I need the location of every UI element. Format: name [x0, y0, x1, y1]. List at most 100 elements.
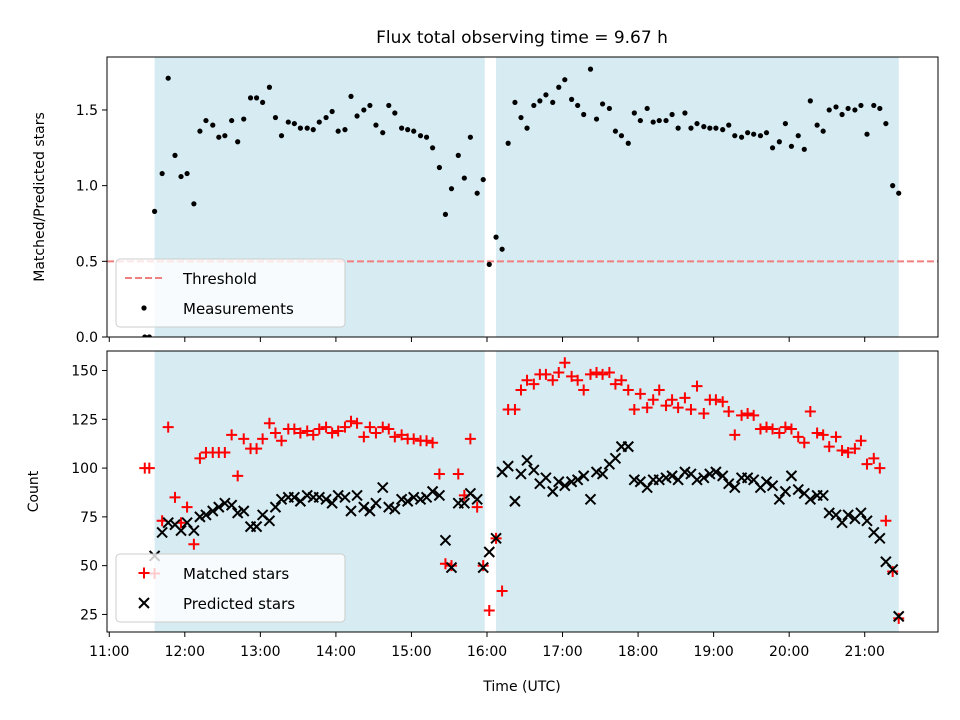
data-point	[634, 388, 646, 400]
data-point	[377, 421, 389, 433]
data-point	[723, 405, 735, 417]
data-point	[260, 99, 266, 106]
data-point	[779, 485, 792, 498]
data-point	[442, 211, 449, 218]
data-point	[577, 470, 590, 482]
observing-window-shade	[496, 351, 899, 632]
data-point	[550, 99, 556, 106]
data-point	[562, 77, 568, 83]
data-point	[669, 111, 675, 118]
data-point	[512, 99, 518, 106]
legend-label: Predicted stars	[183, 595, 295, 613]
data-point	[427, 437, 439, 449]
data-point	[852, 107, 858, 113]
data-point	[216, 134, 222, 140]
data-point	[833, 104, 839, 110]
data-point	[644, 105, 650, 112]
data-point	[606, 105, 612, 112]
data-point	[159, 170, 165, 177]
y-tick-label: 1.5	[76, 103, 98, 119]
x-tick-label: 20:00	[769, 644, 809, 660]
data-point	[596, 468, 609, 480]
data-point	[732, 133, 738, 139]
data-point	[172, 152, 178, 158]
data-point	[499, 246, 505, 252]
data-point	[547, 374, 559, 386]
data-point	[241, 116, 247, 122]
data-point	[887, 566, 899, 578]
data-point	[219, 497, 231, 509]
data-point	[509, 495, 521, 507]
data-point	[864, 131, 870, 137]
data-point	[377, 481, 389, 494]
data-point	[405, 127, 411, 133]
data-point	[745, 130, 751, 136]
data-point	[647, 394, 659, 406]
x-tick-label: 16:00	[467, 644, 507, 660]
data-point	[471, 493, 483, 506]
data-point	[726, 122, 732, 128]
data-point	[351, 489, 363, 502]
data-point	[219, 446, 231, 458]
data-point	[823, 441, 835, 453]
data-point	[477, 561, 489, 574]
data-point	[165, 75, 171, 81]
data-point	[553, 476, 565, 488]
data-point	[540, 472, 552, 484]
data-point	[408, 433, 420, 445]
data-point	[691, 380, 703, 392]
data-point	[226, 429, 238, 441]
data-point	[194, 452, 206, 464]
data-point	[618, 133, 625, 139]
data-point	[361, 107, 367, 113]
data-point	[811, 427, 823, 439]
data-point	[342, 127, 348, 133]
data-point	[263, 417, 275, 429]
data-point	[855, 507, 867, 519]
data-point	[496, 585, 508, 597]
data-point	[203, 117, 209, 124]
data-point	[238, 505, 250, 517]
data-point	[720, 127, 726, 133]
data-point	[738, 134, 745, 140]
y-axis-label: Count	[26, 470, 42, 512]
data-point	[178, 173, 184, 180]
data-point	[672, 402, 684, 414]
data-point	[313, 423, 325, 435]
data-point	[761, 421, 773, 433]
data-point	[569, 96, 575, 102]
y-tick-label: 1.0	[76, 179, 98, 195]
data-point	[660, 400, 672, 412]
y-axis-label: Matched/Predicted stars	[32, 112, 48, 282]
data-point	[143, 462, 155, 474]
data-point	[294, 427, 306, 439]
data-point	[493, 234, 499, 240]
y-tick-label: 50	[80, 559, 98, 575]
data-point	[169, 491, 181, 503]
data-point	[373, 122, 379, 128]
x-tick-label: 17:00	[542, 644, 582, 660]
data-point	[880, 515, 892, 527]
data-point	[701, 124, 707, 130]
data-point	[729, 481, 741, 494]
data-point	[691, 474, 703, 486]
data-point	[798, 437, 810, 449]
data-point	[455, 152, 461, 158]
data-point	[348, 93, 354, 99]
data-point	[807, 98, 813, 104]
data-point	[509, 404, 521, 416]
data-point	[710, 466, 722, 478]
data-point	[776, 139, 782, 145]
data-point	[597, 368, 609, 380]
data-point	[666, 470, 678, 482]
data-point	[266, 84, 273, 90]
data-point	[528, 464, 540, 476]
data-point	[222, 133, 228, 139]
data-point	[886, 563, 899, 576]
data-point	[785, 423, 797, 435]
data-point	[370, 427, 382, 439]
data-point	[540, 368, 552, 380]
data-point	[861, 458, 873, 470]
data-point	[773, 493, 786, 506]
